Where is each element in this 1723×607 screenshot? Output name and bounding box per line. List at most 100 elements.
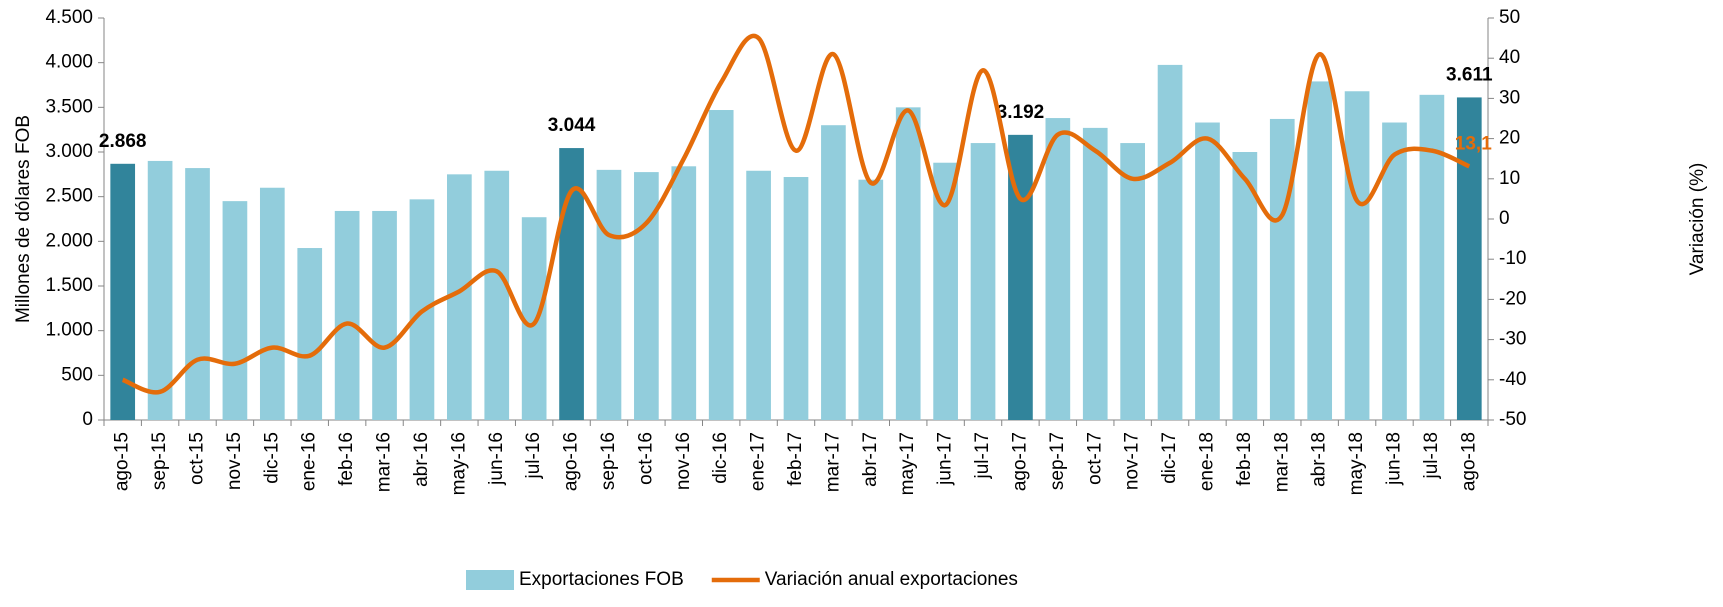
y2-tick-label: -30 <box>1499 329 1526 350</box>
x-tick-label: ago-16 <box>561 432 582 491</box>
y2-tick-label: 30 <box>1499 87 1520 108</box>
line-value-label: 13,1 <box>1455 133 1492 154</box>
x-tick-label: may-16 <box>448 432 469 495</box>
legend-label: Exportaciones FOB <box>519 569 684 590</box>
bar <box>1232 152 1258 420</box>
y2-tick-label: 50 <box>1499 7 1520 28</box>
x-tick-label: nov-17 <box>1122 432 1143 490</box>
x-tick-label: jun-18 <box>1384 432 1405 486</box>
x-tick-label: feb-16 <box>336 432 357 486</box>
x-tick-label: dic-15 <box>261 432 282 484</box>
x-tick-label: ago-17 <box>1009 432 1030 491</box>
x-tick-label: sep-17 <box>1047 432 1068 490</box>
x-tick-label: jun-16 <box>486 432 507 486</box>
y-tick-label: 3.500 <box>45 96 93 117</box>
bar <box>821 125 846 420</box>
x-tick-label: sep-15 <box>149 432 170 490</box>
bar <box>708 110 734 420</box>
x-tick-label: ene-18 <box>1196 432 1217 491</box>
y-tick-label: 4.000 <box>45 52 93 73</box>
x-tick-label: ene-16 <box>299 432 320 491</box>
y2-tick-label: 10 <box>1499 168 1520 189</box>
bar <box>1419 94 1445 421</box>
x-tick-label: may-18 <box>1346 432 1367 495</box>
bar <box>895 107 921 420</box>
bar <box>222 201 248 420</box>
bar <box>110 163 136 421</box>
bar <box>185 168 210 420</box>
x-tick-label: abr-18 <box>1309 432 1330 487</box>
bar <box>1195 122 1220 421</box>
y2-axis-title: Variación (%) <box>1687 163 1708 276</box>
y-tick-label: 2.000 <box>45 230 93 251</box>
y-tick-label: 2.500 <box>45 186 93 207</box>
y-tick-label: 500 <box>61 364 93 385</box>
bar <box>970 143 996 421</box>
y-tick-label: 0 <box>82 409 93 430</box>
bar <box>1045 118 1071 420</box>
x-tick-label: ago-15 <box>112 432 133 491</box>
bar <box>297 248 323 420</box>
legend-swatch <box>466 570 514 590</box>
legend-label: Variación anual exportaciones <box>765 569 1018 590</box>
x-tick-label: abr-17 <box>860 432 881 487</box>
y2-tick-label: 0 <box>1499 208 1510 229</box>
x-tick-label: ago-18 <box>1458 432 1479 491</box>
x-tick-label: sep-16 <box>598 432 619 490</box>
x-tick-label: dic-16 <box>710 432 731 484</box>
x-tick-label: feb-18 <box>1234 432 1255 486</box>
x-tick-label: jul-18 <box>1421 432 1442 479</box>
bar <box>1344 91 1370 421</box>
bar <box>783 177 809 420</box>
x-tick-label: oct-16 <box>635 432 656 485</box>
bar <box>259 187 285 420</box>
y-tick-label: 1.500 <box>45 275 93 296</box>
x-tick-label: jun-17 <box>935 432 956 486</box>
bar <box>858 179 884 420</box>
bar <box>1456 97 1482 421</box>
y2-tick-label: 20 <box>1499 128 1520 149</box>
bar-value-label: 3.611 <box>1446 64 1493 85</box>
bar <box>1082 127 1108 420</box>
y-tick-label: 3.000 <box>45 141 93 162</box>
y2-tick-label: -50 <box>1499 409 1526 430</box>
bar <box>746 170 771 420</box>
x-tick-label: may-17 <box>897 432 918 495</box>
x-tick-label: abr-16 <box>411 432 432 487</box>
line <box>121 33 1471 395</box>
bar <box>1269 118 1295 421</box>
y2-tick-label: 40 <box>1499 47 1520 68</box>
x-tick-label: feb-17 <box>785 432 806 486</box>
y2-tick-label: -40 <box>1499 369 1526 390</box>
y-axis-title: Millones de dólares FOB <box>13 115 34 323</box>
y-tick-label: 1.000 <box>45 320 93 341</box>
x-tick-label: oct-15 <box>187 432 208 485</box>
y2-tick-label: -10 <box>1499 248 1526 269</box>
bar <box>1382 122 1407 421</box>
x-tick-label: jul-17 <box>972 432 993 479</box>
x-tick-label: dic-17 <box>1159 432 1180 484</box>
bar <box>1157 64 1183 421</box>
bar <box>933 162 958 420</box>
bar <box>147 160 173 420</box>
bar-value-label: 2.868 <box>99 131 147 152</box>
x-tick-label: jul-16 <box>523 432 544 479</box>
bar <box>372 210 397 420</box>
bar <box>671 166 697 420</box>
x-tick-label: mar-18 <box>1271 432 1292 492</box>
y-tick-label: 4.500 <box>45 7 93 28</box>
x-tick-label: mar-17 <box>822 432 843 492</box>
bar-value-label: 3.192 <box>997 102 1045 123</box>
x-tick-label: mar-16 <box>374 432 395 492</box>
bar <box>1307 81 1333 420</box>
y2-tick-label: -20 <box>1499 288 1526 309</box>
x-tick-label: ene-17 <box>748 432 769 491</box>
bar <box>334 210 360 420</box>
x-tick-label: nov-16 <box>673 432 694 490</box>
bar <box>521 217 547 420</box>
bar <box>1120 143 1145 421</box>
bar <box>484 170 510 420</box>
bar <box>596 169 622 420</box>
x-tick-label: nov-15 <box>224 432 245 490</box>
